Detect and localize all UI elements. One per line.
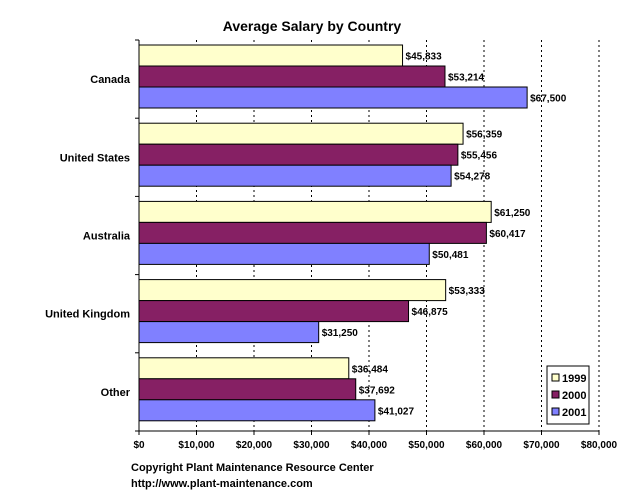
bar-2001-canada xyxy=(138,86,528,109)
bar-2000-united-states xyxy=(138,143,459,166)
data-labels: $45,833 $53,214 $67,500 $56,359 $55,456 $54,2… xyxy=(322,52,567,418)
bar-2001-united-states xyxy=(138,164,452,187)
data-label: $37,692 xyxy=(359,385,396,396)
bar-1999-australia xyxy=(138,200,492,223)
x-tick-label: $10,000 xyxy=(178,440,215,451)
category-label: Other xyxy=(101,387,131,399)
salary-bar-chart: Average Salary by Country Canada United S… xyxy=(45,18,618,451)
legend-label-2000: 2000 xyxy=(562,390,586,402)
bar-1999-united-states xyxy=(138,122,464,145)
data-label: $54,278 xyxy=(454,172,491,183)
category-label: Canada xyxy=(90,74,131,86)
bar-2001-australia xyxy=(138,242,430,265)
bar-1999-canada xyxy=(138,44,404,67)
data-label: $31,250 xyxy=(322,328,359,339)
legend-label-2001: 2001 xyxy=(562,407,586,419)
legend-swatch-2000 xyxy=(551,390,560,399)
x-tick-label: $80,000 xyxy=(581,440,618,451)
copyright-text: Copyright Plant Maintenance Resource Cen… xyxy=(131,462,374,474)
data-label: $46,875 xyxy=(412,307,449,318)
x-tick-label: $0 xyxy=(133,440,145,451)
data-label: $56,359 xyxy=(466,130,503,141)
x-tick-label: $50,000 xyxy=(408,440,445,451)
data-label: $55,456 xyxy=(461,151,498,162)
data-label: $50,481 xyxy=(432,250,469,261)
data-label: $45,833 xyxy=(406,52,443,63)
legend-label-1999: 1999 xyxy=(562,373,586,385)
x-tick-label: $30,000 xyxy=(293,440,330,451)
bars xyxy=(138,44,528,422)
data-label: $53,333 xyxy=(449,286,486,297)
bar-2000-australia xyxy=(138,221,487,244)
data-label: $61,250 xyxy=(494,208,531,219)
bar-2001-united-kingdom xyxy=(138,321,320,344)
data-label: $36,484 xyxy=(352,364,389,375)
axes: Canada United States Australia United Kingd… xyxy=(45,39,618,451)
website-url: http://www.plant-maintenance.com xyxy=(131,478,313,490)
x-tick-label: $20,000 xyxy=(236,440,273,451)
data-label: $60,417 xyxy=(489,229,526,240)
bar-2000-united-kingdom xyxy=(138,300,410,323)
data-label: $67,500 xyxy=(530,94,567,105)
category-label: Australia xyxy=(83,231,131,243)
legend: 1999 2000 2001 xyxy=(546,365,590,425)
legend-swatch-2001 xyxy=(551,407,560,416)
bar-2000-canada xyxy=(138,65,446,88)
x-tick-label: $40,000 xyxy=(351,440,388,451)
data-label: $53,214 xyxy=(448,73,485,84)
legend-swatch-1999 xyxy=(551,373,560,382)
chart-title: Average Salary by Country xyxy=(223,18,402,34)
bar-2001-other xyxy=(138,399,376,422)
x-tick-label: $70,000 xyxy=(523,440,560,451)
bar-2000-other xyxy=(138,378,357,401)
category-label: United Kingdom xyxy=(45,309,130,321)
bar-1999-other xyxy=(138,357,350,380)
bar-1999-united-kingdom xyxy=(138,279,447,302)
category-label: United States xyxy=(60,152,130,164)
x-tick-label: $60,000 xyxy=(466,440,503,451)
data-label: $41,027 xyxy=(378,406,415,417)
